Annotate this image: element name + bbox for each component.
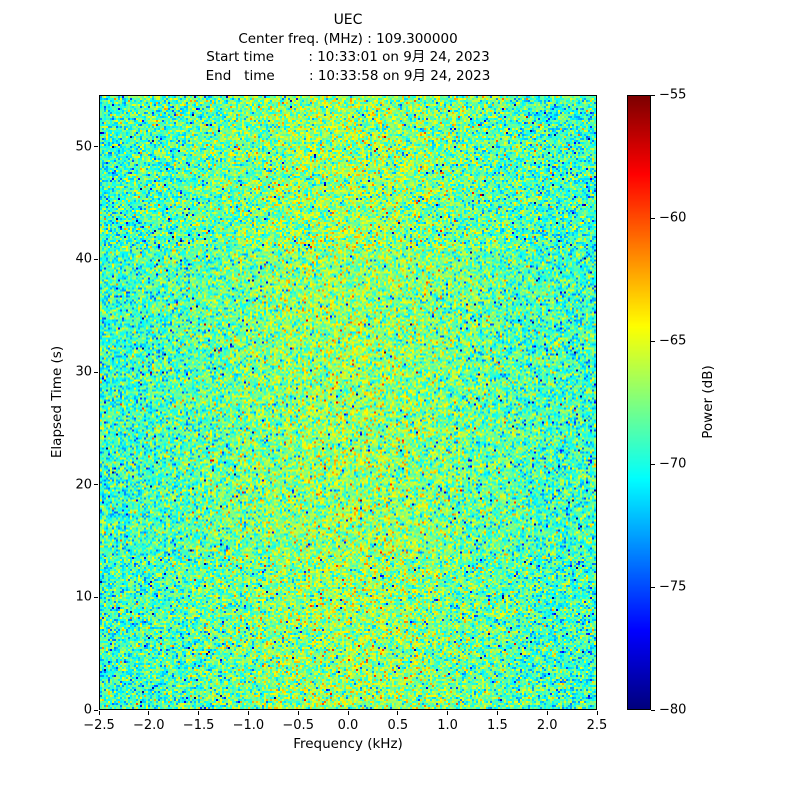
x-tick-label: −0.5 xyxy=(282,718,314,733)
x-tick-mark xyxy=(247,711,249,715)
colorbar-label: Power (dB) xyxy=(700,365,716,439)
x-tick-mark xyxy=(347,711,349,715)
y-tick-label: 30 xyxy=(75,364,92,380)
x-tick-mark xyxy=(297,711,299,715)
colorbar-tick-mark xyxy=(651,463,655,465)
colorbar-tick-label: −55 xyxy=(659,87,687,103)
x-tick-mark xyxy=(98,711,100,715)
x-tick-label: 1.5 xyxy=(487,718,508,733)
y-tick-mark xyxy=(94,146,98,148)
x-tick-label: 0.5 xyxy=(387,718,409,733)
colorbar xyxy=(627,95,651,710)
y-tick-mark xyxy=(94,596,98,598)
x-tick-mark xyxy=(397,711,399,715)
y-tick-mark xyxy=(94,484,98,486)
x-tick-mark xyxy=(198,711,200,715)
x-tick-label: 2.5 xyxy=(586,718,608,733)
colorbar-tick-label: −75 xyxy=(659,579,687,595)
x-tick-mark xyxy=(447,711,449,715)
colorbar-tick-label: −65 xyxy=(659,333,687,349)
spectrogram-plot xyxy=(99,95,597,710)
colorbar-tick-label: −80 xyxy=(659,702,687,718)
x-tick-mark xyxy=(596,711,598,715)
x-tick-mark xyxy=(496,711,498,715)
x-tick-label: −1.0 xyxy=(232,718,265,733)
x-tick-label: 0.0 xyxy=(337,718,359,733)
colorbar-canvas xyxy=(628,96,650,709)
colorbar-tick-mark xyxy=(651,340,655,342)
y-tick-label: 40 xyxy=(75,251,92,267)
colorbar-tick-mark xyxy=(651,709,655,711)
x-tick-label: 1.0 xyxy=(437,718,458,733)
colorbar-tick-mark xyxy=(651,586,655,588)
x-tick-label: −2.5 xyxy=(83,718,115,733)
x-tick-label: 2.0 xyxy=(536,718,558,733)
chart-header: UEC Center freq. (MHz) : 109.300000 Star… xyxy=(99,11,597,85)
y-tick-label: 10 xyxy=(75,589,92,605)
end-time-line: End time : 10:33:58 on 9月 24, 2023 xyxy=(205,67,491,84)
colorbar-tick-mark xyxy=(651,217,655,219)
x-tick-label: −2.0 xyxy=(133,718,165,733)
x-axis-label: Frequency (kHz) xyxy=(293,736,403,752)
spectrogram-canvas xyxy=(100,96,596,709)
colorbar-tick-label: −60 xyxy=(659,210,687,226)
y-tick-mark xyxy=(94,709,98,711)
start-time-line: Start time : 10:33:01 on 9月 24, 2023 xyxy=(206,49,490,65)
colorbar-tick-mark xyxy=(651,94,655,96)
x-tick-label: −1.5 xyxy=(182,718,215,733)
y-tick-label: 20 xyxy=(75,477,92,493)
y-tick-mark xyxy=(94,371,98,373)
y-tick-label: 50 xyxy=(75,139,92,155)
y-tick-mark xyxy=(94,258,98,260)
colorbar-tick-label: −70 xyxy=(659,456,687,472)
x-tick-mark xyxy=(546,711,548,715)
chart-title: UEC xyxy=(333,12,363,28)
y-axis-label: Elapsed Time (s) xyxy=(49,345,65,459)
x-tick-mark xyxy=(148,711,150,715)
y-tick-label: 0 xyxy=(83,702,92,718)
center-freq-line: Center freq. (MHz) : 109.300000 xyxy=(238,30,458,47)
